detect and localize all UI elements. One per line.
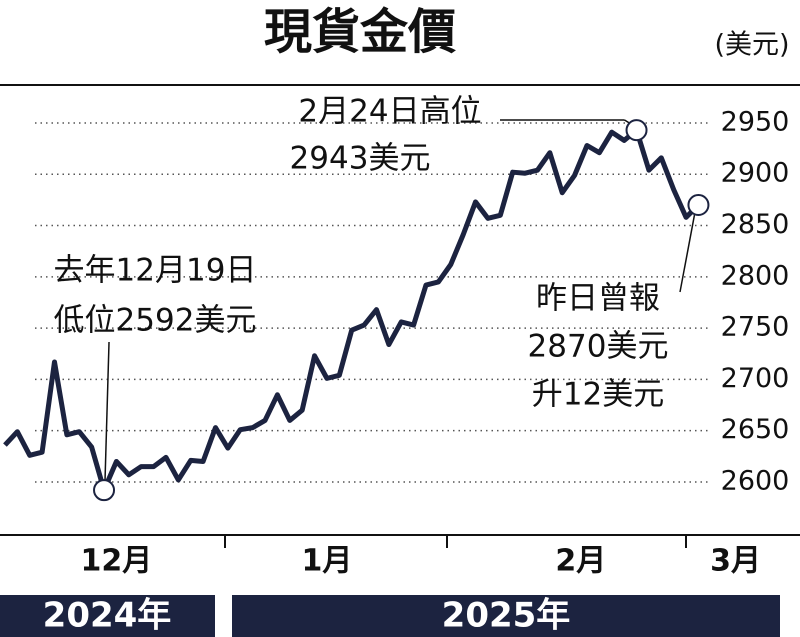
chart-title: 現貨金價 bbox=[264, 4, 456, 60]
annotation: 升12美元 bbox=[532, 377, 664, 413]
y-tick-label: 2600 bbox=[721, 465, 790, 496]
point-marker bbox=[625, 119, 648, 142]
x-tick-label: 12月 bbox=[81, 544, 153, 579]
year-label: 2024年 bbox=[43, 596, 172, 636]
annotation: 低位2592美元 bbox=[54, 303, 257, 339]
y-tick-label: 2650 bbox=[721, 414, 790, 445]
annotation: 2943美元 bbox=[290, 141, 431, 177]
y-tick-label: 2750 bbox=[721, 312, 790, 343]
x-tick-label: 3月 bbox=[710, 544, 761, 579]
year-band bbox=[0, 595, 215, 637]
point-marker bbox=[687, 194, 710, 217]
y-tick-label: 2850 bbox=[721, 209, 790, 240]
annotation: 昨日曾報 bbox=[536, 281, 660, 317]
leader-line bbox=[104, 341, 110, 481]
y-tick-label: 2900 bbox=[721, 158, 790, 189]
y-tick-label: 2800 bbox=[721, 260, 790, 291]
x-tick-label: 2月 bbox=[555, 544, 606, 579]
x-tick-label: 1月 bbox=[301, 544, 352, 579]
annotation: 2870美元 bbox=[528, 329, 669, 365]
point-marker bbox=[93, 479, 116, 502]
unit-label: (美元) bbox=[714, 30, 789, 61]
y-tick-label: 2700 bbox=[721, 363, 790, 394]
year-band bbox=[232, 595, 780, 637]
annotation: 2月24日高位 bbox=[298, 94, 481, 130]
y-tick-label: 2950 bbox=[721, 106, 790, 137]
price-line bbox=[3, 127, 701, 493]
year-label: 2025年 bbox=[442, 596, 571, 636]
leader-line bbox=[679, 214, 696, 293]
annotation: 去年12月19日 bbox=[54, 253, 257, 289]
